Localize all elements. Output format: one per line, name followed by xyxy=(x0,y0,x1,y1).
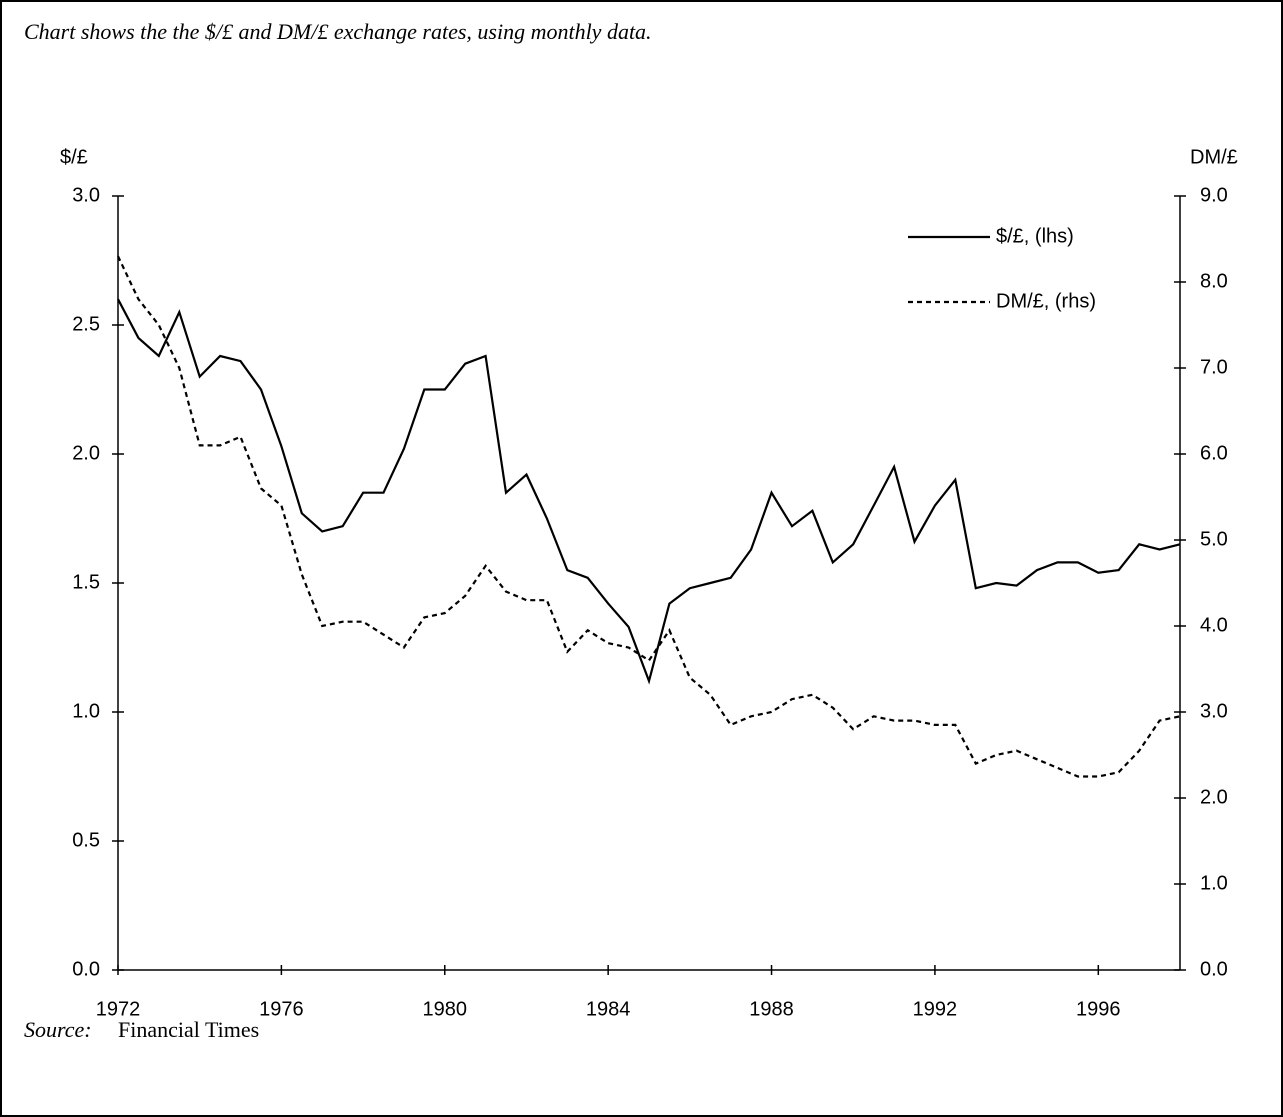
y-tick-label: 0.0 xyxy=(72,958,100,980)
series-line xyxy=(117,298,1181,685)
x-tick-label: 1972 xyxy=(96,998,141,1020)
y-axis-label: $/£ xyxy=(60,146,88,168)
series-line xyxy=(117,255,1181,778)
x-tick-label: 1992 xyxy=(913,998,958,1020)
y2-tick-label: 1.0 xyxy=(1200,872,1228,894)
chart-title: Chart shows the the $/£ and DM/£ exchang… xyxy=(24,19,652,44)
x-tick-label: 1976 xyxy=(259,998,304,1020)
x-tick-label: 1984 xyxy=(586,998,631,1020)
source-label: Source: xyxy=(24,1017,92,1042)
y2-tick-label: 4.0 xyxy=(1200,614,1228,636)
y-tick-label: 0.5 xyxy=(72,829,100,851)
y2-tick-label: 3.0 xyxy=(1200,700,1228,722)
x-tick-label: 1996 xyxy=(1076,998,1121,1020)
y2-tick-label: 2.0 xyxy=(1200,786,1228,808)
y2-tick-label: 7.0 xyxy=(1200,356,1228,378)
x-tick-label: 1980 xyxy=(423,998,468,1020)
legend-label: DM/£, (rhs) xyxy=(996,290,1096,312)
y2-axis-label: DM/£ xyxy=(1190,146,1238,168)
y2-tick-label: 9.0 xyxy=(1200,184,1228,206)
y-tick-label: 1.5 xyxy=(72,571,100,593)
legend-label: $/£, (lhs) xyxy=(996,225,1074,247)
y2-tick-label: 8.0 xyxy=(1200,270,1228,292)
x-tick-label: 1988 xyxy=(749,998,794,1020)
y-tick-label: 2.0 xyxy=(72,442,100,464)
y2-tick-label: 5.0 xyxy=(1200,528,1228,550)
y2-tick-label: 0.0 xyxy=(1200,958,1228,980)
y-tick-label: 2.5 xyxy=(72,313,100,335)
y-tick-label: 1.0 xyxy=(72,700,100,722)
y-tick-label: 3.0 xyxy=(72,184,100,206)
source: Financial Times xyxy=(118,1017,259,1042)
y2-tick-label: 6.0 xyxy=(1200,442,1228,464)
